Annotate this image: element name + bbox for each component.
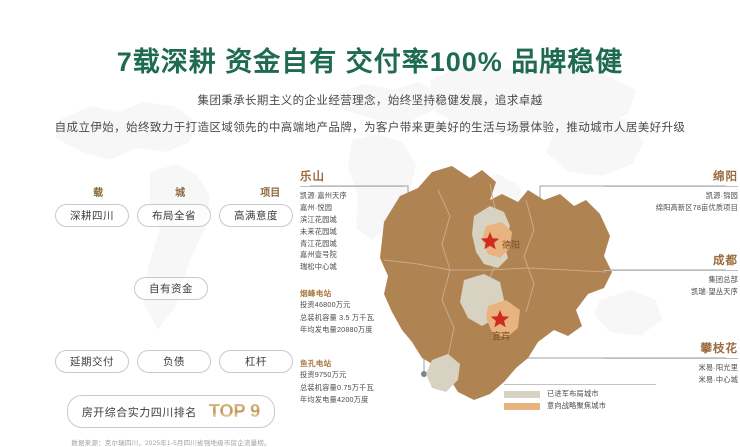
list-item: 总装机容量 3.5 万千瓦 <box>300 312 375 322</box>
callout-mianyang-city: 绵阳 <box>713 171 738 183</box>
ranking-row: 房开综合实力四川排名 TOP 9 <box>46 395 296 428</box>
ranking-badge: 房开综合实力四川排名 TOP 9 <box>66 395 276 428</box>
subtitle-line-2: 自成立伊始，始终致力于打造区域领先的中高端地产品牌，为客户带来更美好的生活与场景… <box>54 122 686 134</box>
stat-years: 7 载 深耕四川 <box>55 166 129 227</box>
list-item: 嘉州·悦园 <box>300 202 333 212</box>
map-legend: 已进军布局城市 意向战略聚焦城市 <box>504 384 656 411</box>
list-item: 凯源·嘉州天序 <box>300 191 347 200</box>
callout-leshan-rule <box>300 186 404 187</box>
power-station-yukong: 鱼孔电站 投资9750万元 总装机容量0.75万千瓦 年均发电量4200万度 <box>300 358 412 407</box>
callout-chengdu-city: 成都 <box>713 255 738 267</box>
power-station-yanfeng: 烟峰电站 投资46800万元 总装机容量 3.5 万千瓦 年均发电量20880万… <box>300 288 412 337</box>
marker-label-deyang: 德阳 <box>502 239 520 250</box>
callout-panzhihua-city: 攀枝花 <box>700 343 738 355</box>
list-item: 米易·中心城 <box>698 374 738 384</box>
callout-chengdu: 成都 集团总部 凯瑞·望丛天序 <box>604 252 738 298</box>
callout-leshan-list: 凯源·嘉州天序 嘉州·悦园 滨江花园城 未来花园城 青江花园城 嘉州壹号院 瑞松… <box>300 190 404 273</box>
list-item: 凯瑞·望丛天序 <box>691 286 738 296</box>
stats-row-1: 7 载 深耕四川 4 城 布局全省 12 项目 高满意度 <box>46 168 296 227</box>
stat-cities-label: 布局全省 <box>137 204 211 227</box>
sichuan-map-area: 德阳 宜宾 乐山 凯源·嘉州天序 嘉州·悦园 滨江花园城 未来花园城 青江花园城… <box>296 160 740 422</box>
stat-self-funding-value: 100% <box>134 239 209 274</box>
list-item: 未来花园城 <box>300 226 337 236</box>
legend-rule <box>504 384 656 385</box>
stat-years-label: 深耕四川 <box>55 204 129 227</box>
callout-panzhihua: 攀枝花 米易·阳光里 米易·中心城 <box>604 340 738 386</box>
stat-years-value: 7 <box>74 166 92 201</box>
stat-self-funding-label: 自有资金 <box>134 277 208 300</box>
stats-panel: 7 载 深耕四川 4 城 布局全省 12 项目 高满意度 <box>46 168 296 447</box>
legend-swatch-target <box>504 402 540 410</box>
stat-leverage-label: 杠杆 <box>219 350 293 373</box>
list-item: 瑞松中心城 <box>300 262 337 272</box>
stat-self-funding: 100% 自有资金 <box>116 241 226 300</box>
list-item: 年均发电量20880万度 <box>300 325 373 335</box>
legend-item-target: 意向战略聚焦城市 <box>504 401 656 411</box>
legend-label-entered: 已进军布局城市 <box>547 389 599 398</box>
stat-cities-value: 4 <box>156 166 174 201</box>
list-item: 年均发电量4200万度 <box>300 395 369 405</box>
stat-projects-value: 12 <box>225 166 259 201</box>
stat-delays-value: 0 <box>80 312 98 347</box>
stat-debt-label: 负债 <box>137 350 211 373</box>
list-item: 总装机容量0.75万千瓦 <box>300 382 374 392</box>
stat-projects: 12 项目 高满意度 <box>219 166 293 227</box>
marker-label-yibin: 宜宾 <box>492 330 510 341</box>
source-note: 数据来源：克尔瑞四川，2025年1-5月四川省强地级市房企流量榜。 <box>71 440 271 447</box>
power-station-yanfeng-name: 烟峰电站 <box>300 289 332 298</box>
callout-panzhihua-list: 米易·阳光里 米易·中心城 <box>604 362 738 386</box>
stat-cities-unit: 城 <box>175 188 186 199</box>
callout-chengdu-rule <box>604 270 738 271</box>
legend-swatch-entered <box>504 390 540 398</box>
list-item: 青江花园城 <box>300 238 337 248</box>
callout-chengdu-list: 集团总部 凯瑞·望丛天序 <box>604 274 738 298</box>
callout-leshan-city: 乐山 <box>300 171 325 183</box>
stat-projects-unit: 项目 <box>260 188 281 199</box>
callout-mianyang: 绵阳 凯源·锦园 绵阳高新区78亩优质项目 <box>604 168 738 214</box>
callout-mianyang-list: 凯源·锦园 绵阳高新区78亩优质项目 <box>604 190 738 214</box>
stat-debt-value: 低 <box>156 312 187 347</box>
ranking-label: 房开综合实力四川排名 <box>81 406 197 419</box>
list-item: 米易·阳光里 <box>698 363 738 372</box>
subtitle-line-1: 集团秉承长期主义的企业经营理念，始终坚持稳健发展，追求卓越 <box>197 95 543 107</box>
stat-delays-label: 延期交付 <box>55 350 129 373</box>
list-item: 嘉州壹号院 <box>300 250 337 260</box>
callout-leshan: 乐山 凯源·嘉州天序 嘉州·悦园 滨江花园城 未来花园城 青江花园城 嘉州壹号院… <box>300 168 404 273</box>
stat-leverage: 低 杠杆 <box>219 312 293 373</box>
stats-row-3: 0 延期交付 低 负债 低 杠杆 <box>46 314 296 373</box>
sichuan-province-map: 德阳 宜宾 <box>380 166 612 400</box>
list-item: 集团总部 <box>708 275 738 284</box>
stat-projects-label: 高满意度 <box>219 204 293 227</box>
ranking-value: TOP 9 <box>208 401 261 421</box>
stat-debt: 低 负债 <box>137 312 211 373</box>
list-item: 滨江花园城 <box>300 214 337 224</box>
stat-cities: 4 城 布局全省 <box>137 166 211 227</box>
stat-delays: 0 延期交付 <box>55 312 129 373</box>
callout-panzhihua-rule <box>604 358 738 359</box>
stat-years-unit: 载 <box>93 188 104 199</box>
legend-item-entered: 已进军布局城市 <box>504 389 656 399</box>
list-item: 凯源·锦园 <box>705 191 738 200</box>
callout-mianyang-rule <box>604 186 738 187</box>
list-item: 投资9750万元 <box>300 370 347 379</box>
stats-row-2: 100% 自有资金 <box>46 241 296 300</box>
power-station-yukong-name: 鱼孔电站 <box>300 359 332 368</box>
list-item: 投资46800万元 <box>300 300 351 309</box>
legend-label-target: 意向战略聚焦城市 <box>547 401 607 410</box>
page-title: 7载深耕 资金自有 交付率100% 品牌稳健 <box>116 47 624 77</box>
list-item: 绵阳高新区78亩优质项目 <box>655 202 738 212</box>
stat-leverage-value: 低 <box>238 312 269 347</box>
